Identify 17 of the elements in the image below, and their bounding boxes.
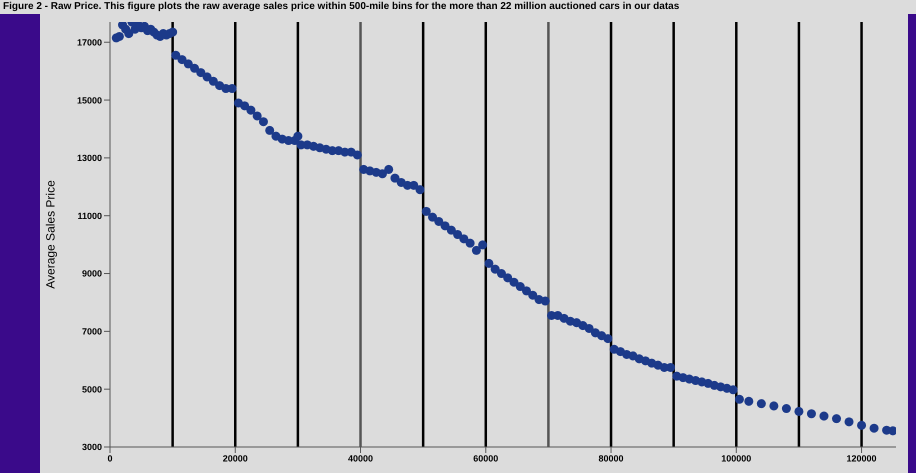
y-tick-label: 13000: [76, 153, 102, 164]
x-tick-label: 20000: [222, 453, 248, 464]
y-axis-title: Average Sales Price: [43, 180, 58, 289]
x-tick-label: 100000: [721, 453, 752, 464]
y-tick-label: 9000: [82, 268, 102, 279]
y-tick-label: 15000: [76, 95, 102, 106]
x-tick-label: 80000: [598, 453, 624, 464]
x-tick-label: 40000: [348, 453, 374, 464]
x-tick-label: 60000: [473, 453, 498, 464]
x-tick-label: 120000: [846, 453, 877, 464]
y-tick-label: 7000: [82, 326, 102, 337]
x-tick-label: 0: [107, 453, 113, 464]
y-tick-label: 11000: [77, 210, 102, 221]
y-tick-label: 5000: [82, 384, 102, 394]
y-tick-label: 17000: [76, 37, 102, 48]
y-tick-label: 3000: [82, 442, 102, 452]
chart-title: Figure 2 - Raw Price. This figure plots the raw average sales price within 500-mile bins for the more than 22 million auctioned cars in our datas: [0, 0, 916, 14]
